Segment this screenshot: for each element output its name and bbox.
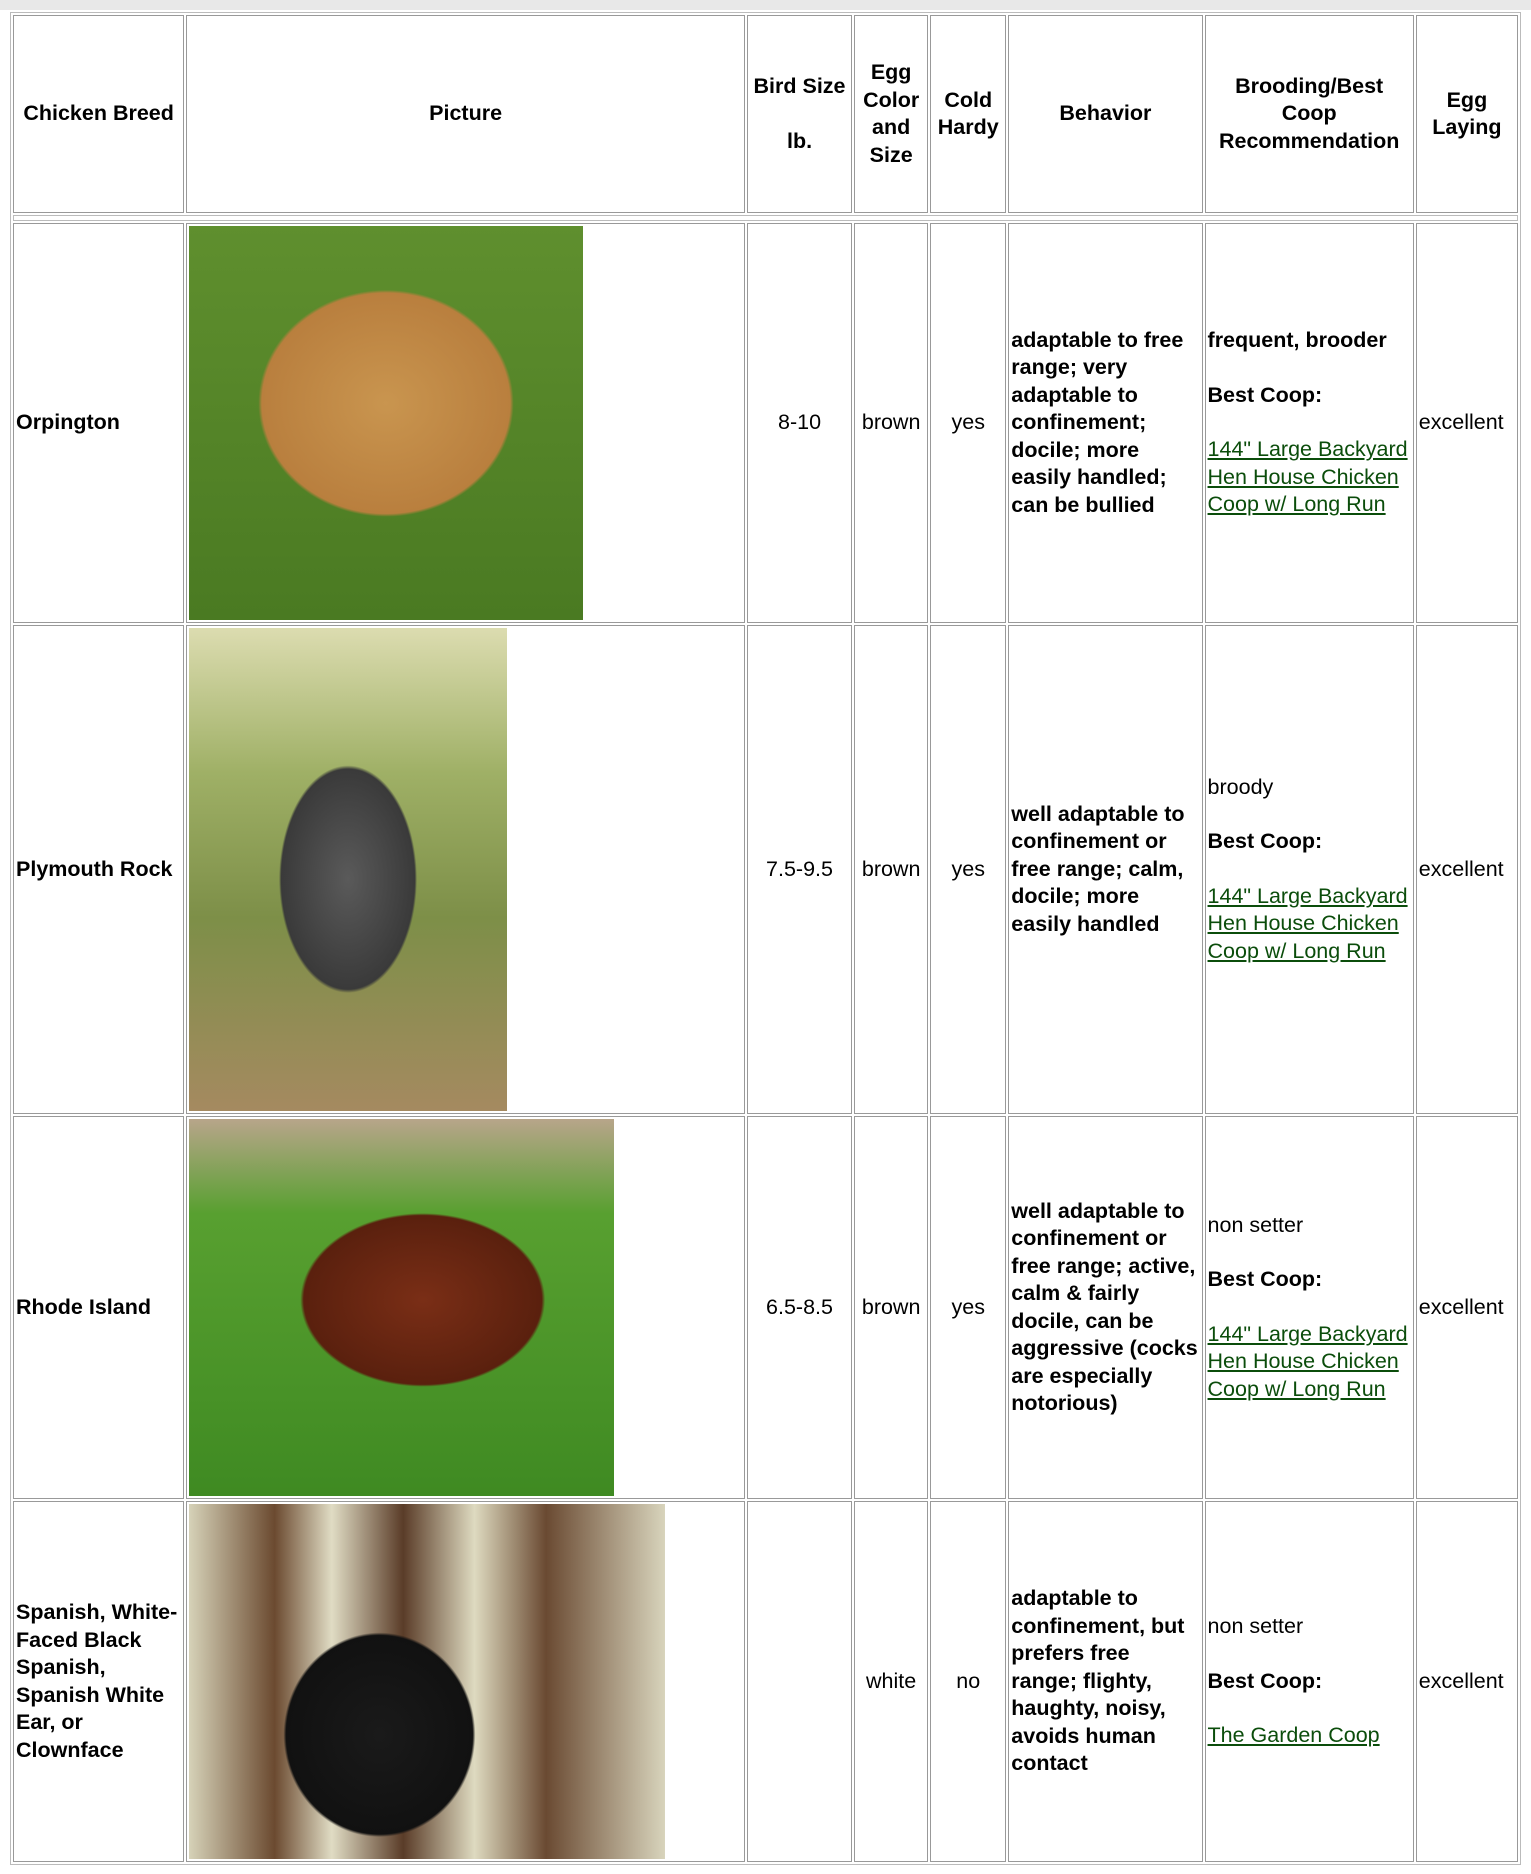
- egg-color: brown: [854, 223, 929, 623]
- coop-link-wrap: 144" Large Backyard Hen House Chicken Co…: [1208, 883, 1411, 966]
- table-body: Orpington 8-10 brown yes adaptable to free r…: [13, 215, 1518, 1862]
- column-header: Picture: [186, 15, 745, 213]
- breed-photo: [189, 628, 508, 1111]
- best-coop-label: Best Coop:: [1207, 829, 1323, 854]
- cold-hardy: yes: [930, 223, 1007, 623]
- column-header: Behavior: [1008, 15, 1203, 213]
- breed-row: Rhode Island 6.5-8.5 brown yes well adaptabl…: [13, 1116, 1518, 1499]
- breed-photo: [189, 226, 584, 620]
- bird-size: 7.5-9.5: [746, 625, 853, 1114]
- egg-laying: excellent: [1415, 1116, 1518, 1499]
- breed-name: Plymouth Rock: [13, 625, 185, 1114]
- cold-hardy: yes: [930, 625, 1007, 1114]
- coop-link-wrap: The Garden Coop: [1208, 1722, 1411, 1750]
- breed-row: Spanish, White-Faced Black Spanish, Span…: [13, 1501, 1518, 1862]
- behavior: well adaptable to confinement or free ra…: [1008, 625, 1203, 1114]
- best-coop-label: Best Coop:: [1207, 382, 1323, 407]
- breed-row: Plymouth Rock 7.5-9.5 brown yes well adaptab…: [13, 625, 1518, 1114]
- egg-laying: excellent: [1415, 1501, 1518, 1862]
- coop-link[interactable]: 144" Large Backyard Hen House Chicken Co…: [1207, 1321, 1408, 1401]
- brooding-cell: broody Best Coop: 144" Large Backyard Hen …: [1204, 625, 1414, 1114]
- column-header: Egg Color and Size: [854, 15, 929, 213]
- picture-cell: [186, 1501, 745, 1862]
- breed-photo: [189, 1504, 666, 1859]
- best-coop-label: Best Coop:: [1207, 1267, 1323, 1292]
- brooding-cell: non setter Best Coop: The Garden Coop: [1204, 1501, 1414, 1862]
- coop-link[interactable]: 144" Large Backyard Hen House Chicken Co…: [1207, 437, 1408, 517]
- picture-cell: [186, 1116, 745, 1499]
- coop-link-wrap: 144" Large Backyard Hen House Chicken Co…: [1208, 436, 1411, 519]
- coop-link-wrap: 144" Large Backyard Hen House Chicken Co…: [1208, 1321, 1411, 1404]
- behavior: adaptable to confinement, but prefers fr…: [1008, 1501, 1203, 1862]
- cold-hardy: yes: [930, 1116, 1007, 1499]
- breed-table: Chicken Breed Picture Bird Size lb. Egg Col…: [10, 12, 1521, 1865]
- egg-color: brown: [854, 1116, 929, 1499]
- behavior: well adaptable to confinement or free ra…: [1008, 1116, 1203, 1499]
- bird-size: [746, 1501, 853, 1862]
- brooding: frequent, brooder: [1207, 328, 1387, 353]
- column-header: Cold Hardy: [930, 15, 1007, 213]
- breed-name: Spanish, White-Faced Black Spanish, Span…: [13, 1501, 185, 1862]
- brooding: broody: [1207, 774, 1274, 799]
- brooding-cell: non setter Best Coop: 144" Large Backyard …: [1204, 1116, 1414, 1499]
- brooding: non setter: [1207, 1614, 1304, 1639]
- egg-color: white: [854, 1501, 929, 1862]
- coop-link[interactable]: 144" Large Backyard Hen House Chicken Co…: [1207, 883, 1408, 963]
- egg-laying: excellent: [1415, 625, 1518, 1114]
- picture-cell: [186, 223, 745, 623]
- breed-name: Orpington: [13, 223, 185, 623]
- egg-color: brown: [854, 625, 929, 1114]
- coop-link[interactable]: The Garden Coop: [1207, 1723, 1380, 1748]
- brooding-cell: frequent, brooder Best Coop: 144" Large Ba…: [1204, 223, 1414, 623]
- separator-cell: [13, 215, 1518, 221]
- cold-hardy: no: [930, 1501, 1007, 1862]
- breed-name: Rhode Island: [13, 1116, 185, 1499]
- bird-size: 8-10: [746, 223, 853, 623]
- column-header: Bird Size lb.: [746, 15, 853, 213]
- behavior: adaptable to free range; very adaptable …: [1008, 223, 1203, 623]
- bird-size: 6.5-8.5: [746, 1116, 853, 1499]
- separator: [13, 215, 1518, 221]
- column-header: Brooding/Best Coop Recommendation: [1204, 15, 1414, 213]
- picture-cell: [186, 625, 745, 1114]
- breed-row: Orpington 8-10 brown yes adaptable to free r…: [13, 223, 1518, 623]
- egg-laying: excellent: [1415, 223, 1518, 623]
- breed-photo: [189, 1119, 615, 1496]
- header-row: Chicken Breed Picture Bird Size lb. Egg Col…: [13, 15, 1518, 213]
- best-coop-label: Best Coop:: [1207, 1668, 1323, 1693]
- column-header: Chicken Breed: [13, 15, 185, 213]
- column-header: Egg Laying: [1415, 15, 1518, 213]
- brooding: non setter: [1207, 1212, 1304, 1237]
